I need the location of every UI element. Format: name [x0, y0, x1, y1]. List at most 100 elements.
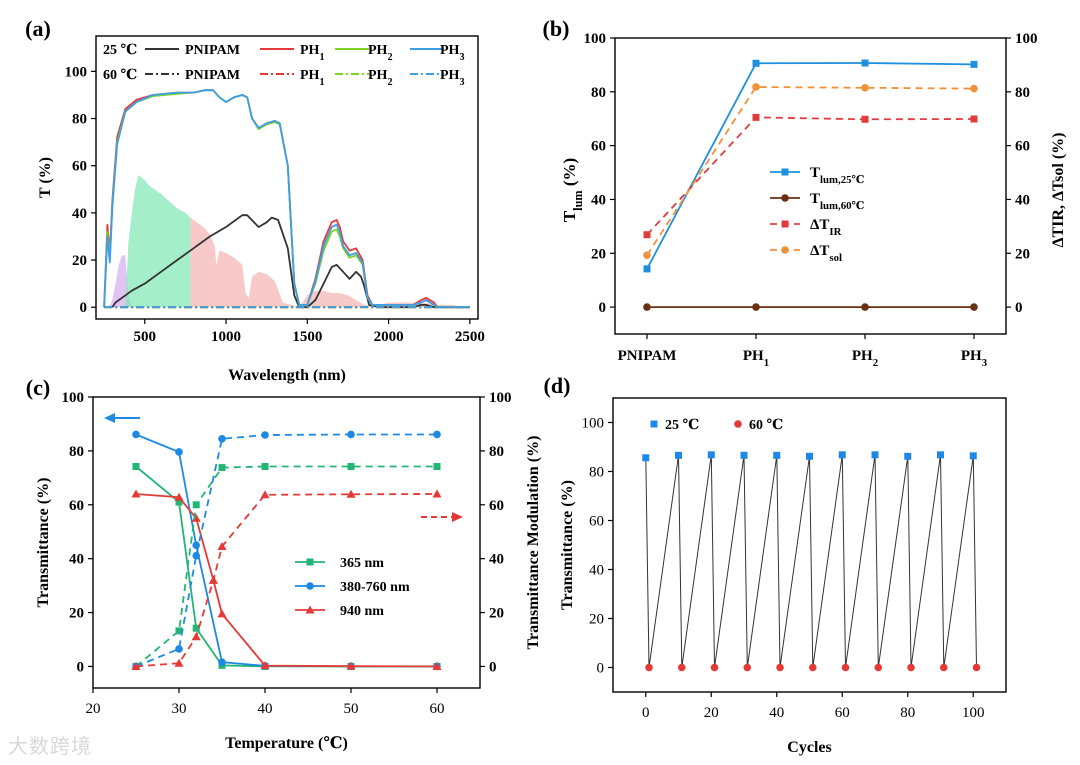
- series-line-b-3: [646, 86, 975, 256]
- y-tick-label-b-right: 80: [1015, 85, 1030, 101]
- cycle-line-d: [645, 454, 977, 668]
- y-tick-label-b-right: 60: [1015, 139, 1030, 155]
- data-point-b: [752, 303, 760, 311]
- series-line-c-0: [135, 465, 437, 668]
- data-point-d: [645, 663, 653, 672]
- series-line-c-5: [135, 493, 438, 668]
- y-tick-label-d: 40: [589, 563, 604, 579]
- data-point-c: [217, 542, 227, 551]
- x-tick-label-d: 100: [962, 705, 985, 721]
- y-tick-label-c-left: 80: [69, 444, 84, 460]
- y-tick-label-d: 20: [589, 612, 604, 628]
- series-line-c-3: [135, 465, 437, 668]
- data-point-c: [175, 627, 183, 635]
- data-point-b: [861, 83, 869, 92]
- data-point-d: [675, 451, 682, 459]
- legend-label-b: ΔTIR: [810, 217, 842, 238]
- y-tick-label-c-right: 80: [489, 444, 504, 460]
- data-point-d: [776, 663, 784, 672]
- data-point-d: [677, 663, 686, 672]
- data-point-d: [773, 451, 781, 459]
- legend-label-a: PH2: [368, 68, 393, 88]
- data-point-d: [937, 451, 944, 459]
- right-axis-arrowhead: [452, 512, 463, 522]
- legend-label-d: 25 ℃: [665, 418, 700, 433]
- y-axis-label-c-right: Transmittance Modulation (%): [525, 436, 542, 650]
- data-point-c: [175, 645, 183, 653]
- panel-label-b: (b): [543, 16, 570, 41]
- x-tick-label-c: 50: [344, 701, 359, 717]
- data-point-d: [808, 663, 817, 672]
- data-point-c: [175, 448, 183, 456]
- x-tick-label-a: 2500: [455, 329, 485, 345]
- legend-marker-b: [781, 168, 789, 176]
- data-point-d: [743, 663, 752, 672]
- data-point-c: [192, 541, 200, 549]
- data-point-c: [217, 609, 227, 618]
- legend-label-c: 365 nm: [340, 556, 384, 571]
- x-tick-label-c: 30: [172, 701, 187, 717]
- data-point-c: [261, 463, 269, 471]
- x-tick-label-d: 0: [642, 705, 650, 721]
- x-tick-label-a: 1500: [292, 329, 322, 345]
- data-point-d: [806, 452, 813, 460]
- data-point-b: [970, 84, 978, 93]
- legend-label-b: Tlum,25℃: [810, 165, 865, 186]
- data-point-d: [871, 451, 879, 459]
- y-tick-label-b-right: 100: [1015, 31, 1038, 47]
- y-tick-label-b-left: 20: [591, 246, 606, 262]
- y-tick-label-c-left: 0: [77, 659, 85, 675]
- data-point-d: [838, 451, 846, 459]
- data-point-b: [752, 113, 760, 121]
- data-point-d: [710, 663, 719, 672]
- x-tick-label-d: 40: [769, 705, 784, 721]
- data-point-b: [861, 303, 869, 311]
- y-tick-label-b-right: 40: [1015, 192, 1030, 208]
- y-tick-label-c-left: 60: [69, 498, 84, 514]
- x-tick-label-d: 20: [704, 705, 719, 721]
- y-tick-label-b-right: 0: [1015, 300, 1023, 316]
- y-tick-label-a: 20: [72, 253, 87, 269]
- legend-label-c: 380-760 nm: [340, 580, 410, 595]
- data-point-d: [874, 663, 883, 672]
- data-point-d: [939, 663, 948, 672]
- x-tick-label-a: 2000: [374, 329, 404, 345]
- data-point-b: [643, 303, 651, 311]
- series-line-a-0: [111, 214, 470, 309]
- data-point-d: [707, 451, 715, 459]
- y-axis-label-a: T (%): [37, 157, 54, 198]
- data-point-c: [347, 463, 355, 471]
- data-point-c: [347, 430, 355, 439]
- solar-spectrum-fill-2: [190, 217, 462, 308]
- data-point-b: [970, 303, 978, 311]
- legend-temp-a: 25 ℃: [103, 43, 138, 58]
- y-tick-label-a: 60: [72, 159, 87, 175]
- series-line-b-0: [646, 62, 975, 270]
- x-tick-label-b: PH2: [852, 348, 878, 369]
- data-point-d: [642, 454, 650, 462]
- legend-label-a: PH1: [300, 68, 325, 88]
- plot-frame-d: [612, 397, 1007, 693]
- y-tick-label-b-left: 80: [591, 85, 606, 101]
- y-tick-label-a: 100: [65, 64, 88, 80]
- y-tick-label-a: 80: [72, 112, 87, 128]
- plot-frame-c: [92, 396, 481, 689]
- data-point-d: [907, 663, 915, 672]
- y-tick-label-b-right: 20: [1015, 246, 1030, 262]
- data-point-c: [132, 430, 140, 439]
- data-point-c: [131, 489, 141, 498]
- y-tick-label-a: 0: [80, 300, 88, 316]
- y-tick-label-c-left: 20: [69, 606, 84, 622]
- data-point-c: [191, 513, 201, 522]
- x-tick-label-a: 500: [134, 329, 157, 345]
- legend-label-a: PH3: [440, 43, 465, 63]
- x-tick-label-b: PH3: [961, 348, 988, 369]
- data-point-c: [192, 551, 200, 560]
- legend-temp-a: 60 ℃: [103, 68, 138, 83]
- y-tick-label-d: 80: [589, 465, 604, 481]
- series-line-a-3: [103, 89, 470, 309]
- watermark: 大数跨境: [8, 734, 92, 758]
- x-tick-label-b: PNIPAM: [618, 348, 677, 364]
- data-point-b: [643, 251, 651, 259]
- panel-label-c: (c): [26, 375, 50, 400]
